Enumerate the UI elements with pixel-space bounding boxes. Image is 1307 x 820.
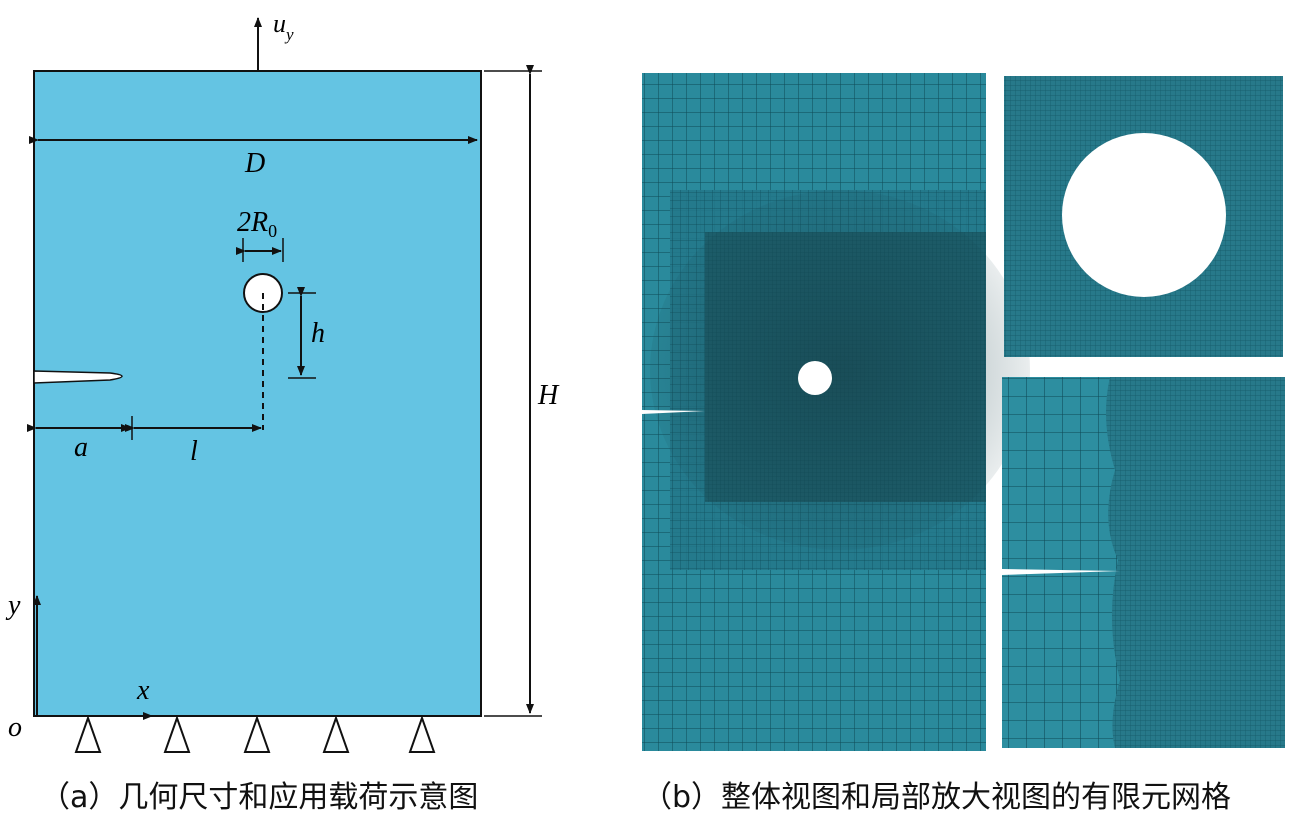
hole-zoom-view — [1004, 76, 1283, 357]
height-label-H: H — [537, 380, 560, 411]
plate — [33, 70, 482, 717]
crack-zoom-view — [1002, 377, 1285, 748]
support-triangle — [243, 714, 271, 753]
support-triangle — [408, 714, 436, 753]
a-label: a — [74, 432, 88, 463]
crack-zoom-fine-mesh — [1106, 377, 1285, 748]
geometry-schematic: uy D 2R0 h a l H y x — [5, 9, 560, 753]
roller-supports — [74, 714, 436, 753]
y-axis-label: y — [5, 590, 21, 621]
mesh-hole — [798, 361, 832, 395]
x-axis-label: x — [136, 675, 150, 706]
support-triangle — [74, 714, 102, 753]
origin-label: o — [8, 712, 22, 743]
fe-mesh-views — [642, 73, 1285, 751]
mesh-crack — [642, 410, 705, 414]
hole-diameter-label: 2R0 — [237, 207, 277, 241]
edge-crack — [33, 370, 123, 384]
support-triangle — [163, 714, 191, 753]
zoomed-hole — [1062, 133, 1226, 297]
caption-b: （b）整体视图和局部放大视图的有限元网格 — [642, 780, 1232, 815]
support-triangle — [322, 714, 350, 753]
width-label-D: D — [244, 148, 265, 179]
overall-mesh-view — [642, 73, 1030, 751]
uy-label: uy — [273, 9, 294, 44]
l-label: l — [190, 436, 198, 467]
geometry-schematic-panel: uy D 2R0 h a l H y x — [0, 0, 600, 820]
caption-a: （a）几何尺寸和应用载荷示意图 — [40, 780, 479, 815]
fe-mesh-panel — [600, 0, 1307, 820]
h-label: h — [311, 318, 325, 349]
mesh-density-shading — [650, 190, 1030, 550]
zoomed-crack — [1002, 569, 1120, 575]
